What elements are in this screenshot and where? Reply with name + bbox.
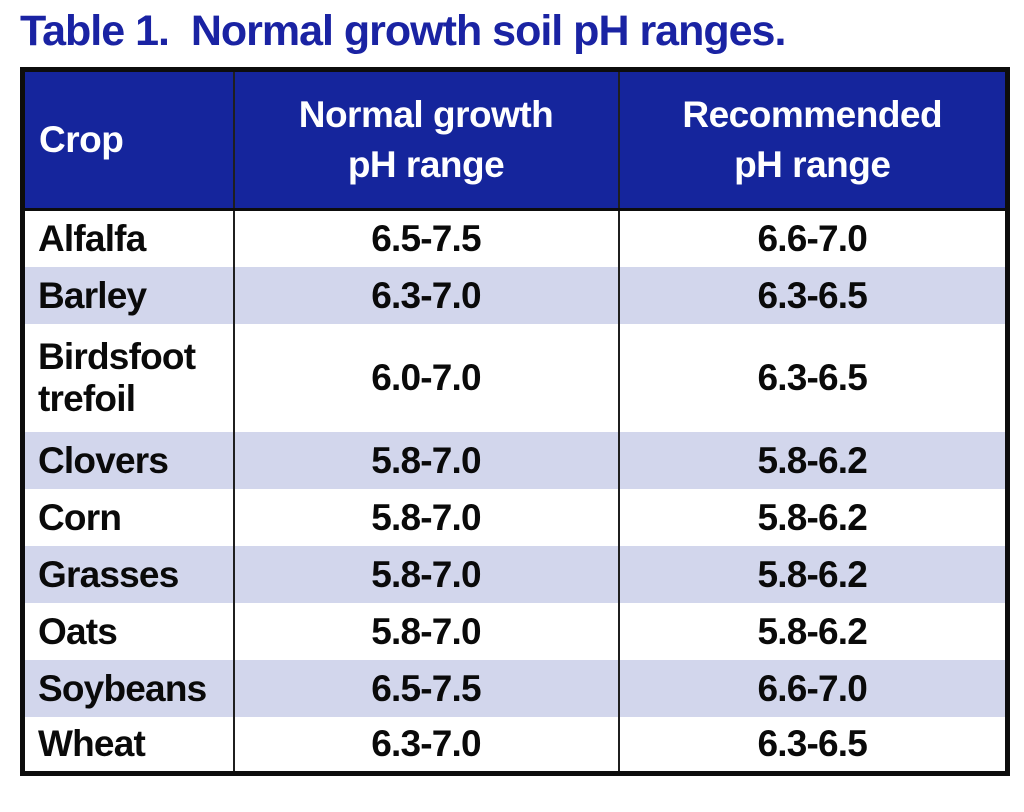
normal-range-cell: 6.0-7.0 (232, 323, 619, 432)
recommended-range-cell: 6.3-6.5 (617, 323, 1008, 432)
table-row: Birdsfoot trefoil 6.0-7.0 6.3-6.5 (23, 323, 1008, 432)
recommended-range-cell: 5.8-6.2 (617, 602, 1008, 660)
recommended-range-cell: 5.8-6.2 (617, 545, 1008, 603)
normal-range-cell: 6.5-7.5 (232, 209, 619, 267)
crop-cell: Clovers (38, 439, 169, 481)
recommended-range-cell: 5.8-6.2 (617, 488, 1008, 546)
normal-range-cell: 6.5-7.5 (232, 659, 619, 717)
normal-range-cell: 5.8-7.0 (232, 545, 619, 603)
recommended-range-cell: 6.6-7.0 (617, 209, 1008, 267)
crop-cell: Birdsfoot trefoil (38, 336, 196, 419)
table-row: Soybeans 6.5-7.5 6.6-7.0 (22, 659, 1008, 717)
normal-range-cell: 6.3-7.0 (232, 716, 619, 774)
table-row: Wheat 6.3-7.0 6.3-6.5 (23, 716, 1008, 774)
recommended-range-cell: 5.8-6.2 (617, 431, 1008, 489)
header-row: Crop Normal growth pH range Recommended … (22, 69, 1008, 212)
table-row: Alfalfa 6.5-7.5 6.6-7.0 (23, 209, 1008, 267)
recommended-range-cell: 6.3-6.5 (617, 266, 1008, 324)
table-row: Corn 5.8-7.0 5.8-6.2 (23, 488, 1008, 546)
table-row: Grasses 5.8-7.0 5.8-6.2 (22, 545, 1008, 603)
crop-cell: Oats (38, 610, 118, 652)
crop-cell: Corn (38, 496, 122, 538)
crop-cell: Barley (38, 274, 147, 316)
recommended-range-cell: 6.6-7.0 (617, 659, 1008, 717)
recommended-range-cell: 6.3-6.5 (617, 716, 1008, 774)
table-title: Table 1. Normal growth soil pH ranges. (20, 7, 786, 55)
table-row: Oats 5.8-7.0 5.8-6.2 (23, 602, 1008, 660)
header-normal-ph-range: Normal growth pH range (232, 69, 619, 212)
table-row: Clovers 5.8-7.0 5.8-6.2 (22, 431, 1008, 489)
table-row: Barley 6.3-7.0 6.3-6.5 (22, 266, 1008, 324)
crop-cell: Grasses (38, 553, 179, 595)
header-crop: Crop (22, 69, 234, 212)
soil-ph-table: Crop Normal growth pH range Recommended … (20, 67, 1010, 777)
crop-cell: Wheat (38, 723, 146, 765)
crop-cell: Soybeans (38, 667, 207, 709)
normal-range-cell: 6.3-7.0 (232, 266, 619, 324)
crop-cell: Alfalfa (38, 218, 146, 260)
normal-range-cell: 5.8-7.0 (232, 602, 619, 660)
header-recommended-ph-range: Recommended pH range (617, 69, 1008, 212)
normal-range-cell: 5.8-7.0 (232, 488, 619, 546)
normal-range-cell: 5.8-7.0 (232, 431, 619, 489)
